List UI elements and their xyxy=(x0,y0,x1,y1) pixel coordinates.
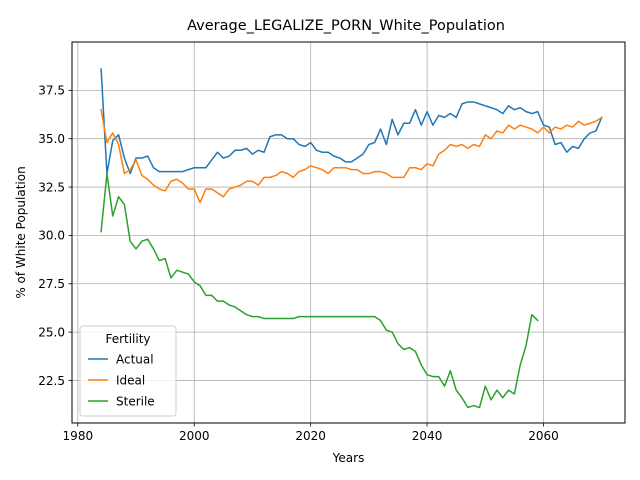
y-tick-label: 27.5 xyxy=(38,277,65,291)
legend-items: Actual Ideal Sterile xyxy=(88,352,155,408)
x-tick-label: 2020 xyxy=(295,429,326,443)
x-axis-label: Years xyxy=(332,451,365,465)
x-tick-label: 2060 xyxy=(528,429,559,443)
y-axis-label: % of White Population xyxy=(14,166,28,298)
series-line-ideal xyxy=(100,108,603,204)
y-tick-label: 35.0 xyxy=(38,132,65,146)
chart-title: Average_LEGALIZE_PORN_White_Population xyxy=(187,18,505,34)
legend-box xyxy=(79,325,177,417)
series-line-actual xyxy=(100,68,603,175)
series-layer xyxy=(100,68,603,409)
legend: Fertility Actual Ideal Sterile xyxy=(79,325,177,417)
series-line-sterile xyxy=(100,172,539,409)
legend-label-ideal: Ideal xyxy=(116,373,145,387)
y-tick-label: 37.5 xyxy=(38,84,65,98)
x-tick-label: 2000 xyxy=(179,429,210,443)
legend-title: Fertility xyxy=(105,332,150,346)
grid-lines xyxy=(72,42,625,423)
y-tick-label: 25.0 xyxy=(38,325,65,339)
axis-ticks: 1980 2000 2020 2040 2060 22.5 25.0 27.5 30.0 32.5… xyxy=(38,84,558,443)
y-tick-label: 32.5 xyxy=(38,180,65,194)
legend-label-sterile: Sterile xyxy=(116,394,155,408)
y-tick-label: 22.5 xyxy=(38,374,65,388)
x-tick-label: 2040 xyxy=(412,429,443,443)
x-tick-label: 1980 xyxy=(63,429,94,443)
y-tick-label: 30.0 xyxy=(38,229,65,243)
legend-label-actual: Actual xyxy=(116,352,154,366)
plot-area-frame xyxy=(71,41,626,424)
